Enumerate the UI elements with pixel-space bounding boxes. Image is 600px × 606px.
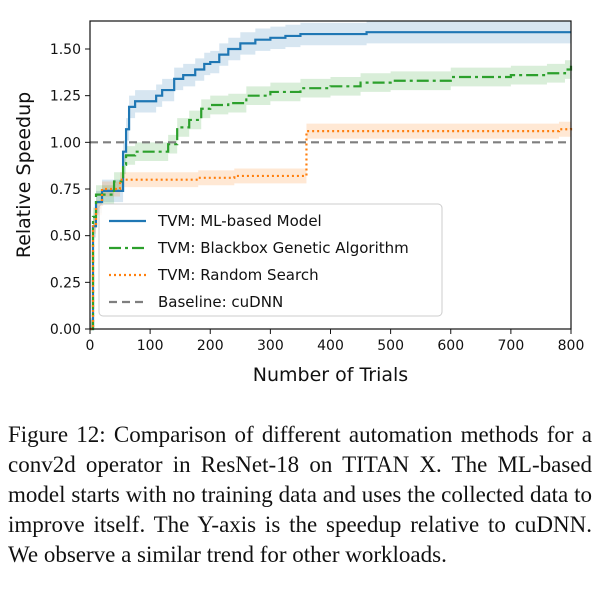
y-tick-label: 1.50	[50, 42, 81, 58]
y-tick-label: 0.00	[50, 322, 81, 338]
y-tick-label: 0.25	[50, 275, 81, 291]
x-tick-label: 700	[498, 338, 525, 354]
y-tick-label: 1.25	[50, 89, 81, 105]
legend: TVM: ML-based Model TVM: Blackbox Genetic…	[98, 203, 443, 317]
legend-label: TVM: Blackbox Genetic Algorithm	[157, 239, 409, 257]
x-tick-label: 400	[317, 338, 344, 354]
x-tick-label: 100	[137, 338, 164, 354]
line-series-2	[90, 127, 573, 331]
x-tick-label: 300	[257, 338, 284, 354]
x-tick-label: 0	[86, 338, 95, 354]
band-series-2	[90, 119, 571, 329]
figure-caption: Figure 12: Comparison of different autom…	[8, 422, 592, 567]
band-series-1	[90, 56, 571, 329]
legend-label: TVM: Random Search	[157, 266, 319, 284]
series-lines	[90, 31, 573, 331]
axis-ticks: 0 100 200 300 400 500 600 700 800 0.00 0.25 0.50 0.7…	[50, 42, 585, 354]
x-axis-title: Number of Trials	[253, 364, 408, 386]
y-tick-label: 1.00	[50, 135, 81, 151]
y-tick-label: 0.75	[50, 182, 81, 198]
x-tick-label: 800	[558, 338, 585, 354]
x-tick-label: 200	[197, 338, 224, 354]
x-tick-label: 600	[437, 338, 464, 354]
y-tick-label: 0.50	[50, 229, 81, 245]
x-tick-label: 500	[377, 338, 404, 354]
chart: 0 100 200 300 400 500 600 700 800 0.00 0.25 0.50 0.7…	[13, 20, 585, 386]
legend-box	[98, 203, 443, 317]
line-series-1	[90, 65, 573, 331]
y-axis-title: Relative Speedup	[13, 92, 35, 258]
line-series-0	[90, 31, 571, 331]
legend-label: TVM: ML-based Model	[157, 212, 322, 230]
confidence-bands	[90, 21, 571, 329]
legend-label: Baseline: cuDNN	[158, 293, 283, 311]
